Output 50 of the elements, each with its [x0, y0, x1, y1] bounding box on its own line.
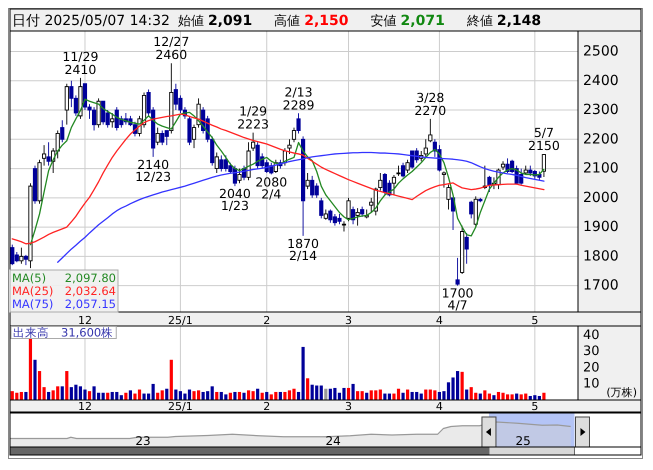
y-tick-label: 2400 [583, 72, 619, 89]
y-tick-label: 20 [583, 360, 600, 376]
y-tick-label: 1700 [583, 278, 619, 294]
y-tick-label: 1900 [583, 219, 619, 236]
x-tick-label: 4 [436, 400, 443, 413]
x-tick-label: 5 [531, 400, 538, 413]
x-tick-label: 4 [436, 314, 443, 327]
annotation: 2,097.80 [64, 271, 116, 285]
text: 終値 2,148 [466, 13, 542, 29]
annotation: 2040 1/23 [219, 186, 251, 214]
x-tick-label: 5 [531, 314, 538, 327]
annotation: 1870 2/14 [287, 236, 320, 263]
chart-title: 出来高 31,600株 [13, 326, 114, 340]
x-tick-label: 2 [263, 314, 270, 327]
text: 安値 2,071 [370, 13, 445, 29]
y-tick-label: 30 [583, 344, 600, 360]
annotation: 2,057.15 [64, 297, 116, 311]
annotation: 11/29 2410 [62, 48, 98, 77]
text: 始値 2,091 [178, 13, 252, 29]
x-tick-label: 24 [325, 434, 341, 448]
x-tick-label: 23 [135, 434, 151, 448]
annotation: 3/28 2270 [414, 90, 446, 118]
annotation: 1700 4/7 [442, 286, 474, 313]
x-tick-label: 2 [263, 400, 270, 413]
annotation: 2/13 2289 [282, 84, 314, 112]
annotation: 2080 2/4 [255, 174, 288, 202]
y-tick-label: 40 [583, 328, 600, 344]
chart-title: 日付 2025/05/07 14:32 [12, 13, 170, 29]
legend: MA(5) 2,097.80 MA(25) 2,032.64 MA(75) 2,057.15 [10, 270, 118, 312]
y-tick-label: 2300 [583, 102, 619, 118]
x-tick-label: 25/1 [168, 314, 193, 327]
annotation: 2140 12/23 [135, 156, 172, 184]
x-tick-label: 12 [78, 314, 92, 327]
y-tick-label: 2200 [583, 131, 619, 148]
y-tick-label: 2500 [583, 43, 619, 60]
y-tick-label: 10 [583, 376, 600, 392]
annotation: 2,032.64 [64, 284, 116, 298]
x-tick-label: 12 [78, 400, 92, 413]
annotation: 1/29 2223 [237, 104, 270, 132]
text: 高値 2,150 [274, 13, 349, 29]
annotation: 12/27 2460 [153, 34, 190, 62]
y-tick-label: 2100 [583, 160, 619, 177]
x-tick-label: 3 [345, 400, 352, 413]
y-tick-label: 2000 [583, 190, 619, 206]
x-tick-label: 3 [345, 314, 352, 327]
annotation: 5/7 2150 [528, 124, 560, 153]
x-tick-label: 25 [516, 434, 531, 448]
y-axis-title: (万株) [606, 386, 637, 399]
x-tick-label: 25/1 [168, 400, 193, 413]
y-tick-label: 1800 [583, 248, 619, 264]
